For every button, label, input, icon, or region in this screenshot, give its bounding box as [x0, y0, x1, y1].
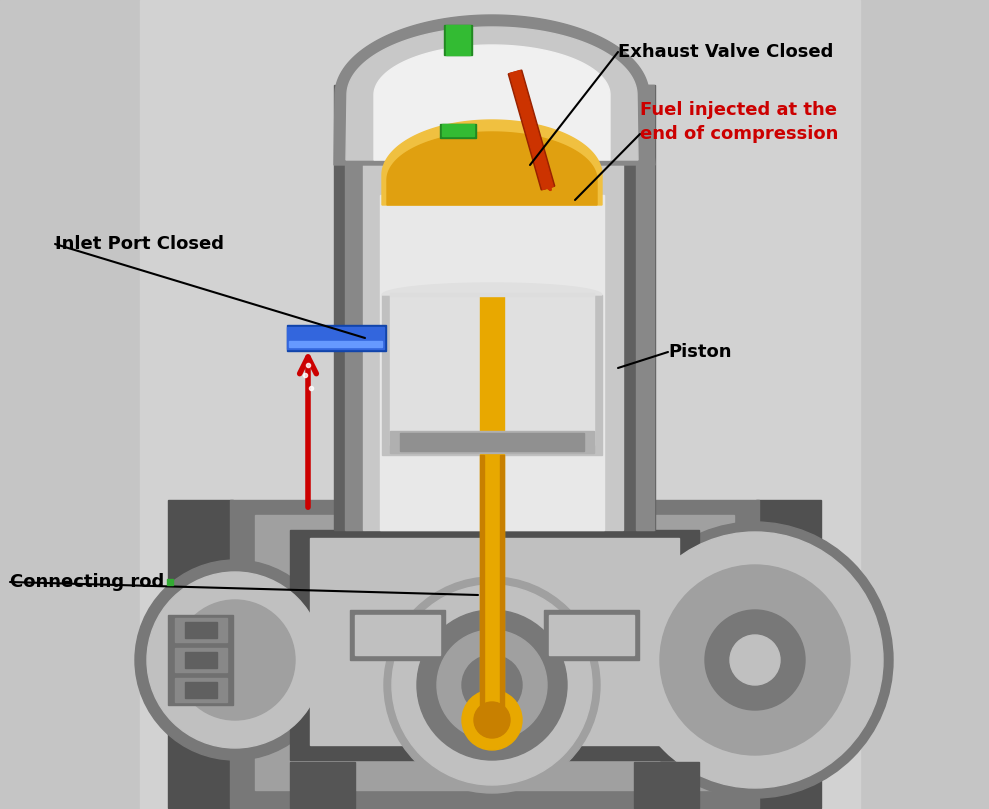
Circle shape — [392, 585, 592, 785]
Circle shape — [384, 577, 600, 793]
Circle shape — [705, 610, 805, 710]
Text: Inlet Port Closed: Inlet Port Closed — [55, 235, 224, 253]
Circle shape — [437, 630, 547, 740]
Bar — [255, 515, 734, 790]
Bar — [380, 195, 604, 530]
Bar — [310, 538, 679, 745]
Bar — [480, 295, 504, 455]
Bar — [756, 500, 821, 808]
Bar — [175, 618, 227, 642]
Bar — [168, 615, 233, 705]
Bar — [290, 530, 699, 760]
Bar — [480, 455, 504, 720]
Circle shape — [617, 522, 893, 798]
Bar — [623, 85, 655, 530]
Bar — [634, 762, 699, 808]
Bar — [500, 455, 504, 720]
Bar — [287, 325, 386, 351]
Bar — [636, 85, 654, 530]
Bar — [345, 85, 363, 530]
Circle shape — [462, 655, 522, 715]
Bar — [442, 124, 474, 136]
Bar — [175, 648, 227, 672]
Circle shape — [627, 532, 883, 788]
Bar — [185, 622, 217, 638]
Text: Fuel injected at the: Fuel injected at the — [640, 101, 837, 119]
Polygon shape — [387, 132, 597, 205]
Circle shape — [462, 690, 522, 750]
Polygon shape — [382, 283, 602, 295]
Bar — [440, 124, 476, 138]
Text: Exhaust Valve Closed: Exhaust Valve Closed — [618, 43, 834, 61]
Bar — [334, 85, 366, 530]
Bar — [444, 25, 472, 55]
Polygon shape — [509, 70, 553, 189]
Bar — [175, 678, 227, 702]
Text: end of compression: end of compression — [640, 125, 839, 143]
Bar — [185, 652, 217, 668]
Text: Connecting rod: Connecting rod — [10, 573, 164, 591]
Polygon shape — [334, 15, 655, 165]
Polygon shape — [374, 45, 610, 160]
Bar — [350, 610, 445, 660]
Bar — [549, 615, 634, 655]
Bar — [446, 25, 470, 55]
Circle shape — [135, 560, 335, 760]
Bar — [287, 327, 384, 349]
Bar — [140, 0, 860, 809]
Polygon shape — [346, 27, 638, 160]
Bar — [230, 500, 759, 808]
Bar — [289, 341, 382, 347]
Bar — [168, 500, 233, 808]
Bar — [355, 615, 440, 655]
Text: Piston: Piston — [668, 343, 732, 361]
Bar — [400, 433, 584, 451]
Bar — [390, 293, 594, 296]
Polygon shape — [508, 70, 555, 190]
Circle shape — [147, 572, 323, 748]
Circle shape — [474, 702, 510, 738]
Bar — [363, 85, 623, 530]
Bar — [390, 291, 594, 445]
Circle shape — [175, 600, 295, 720]
Bar — [290, 762, 355, 808]
Bar — [382, 295, 602, 455]
Polygon shape — [382, 120, 602, 205]
Bar — [480, 455, 484, 720]
Bar — [544, 610, 639, 660]
Bar — [185, 682, 217, 698]
Circle shape — [660, 565, 850, 755]
Circle shape — [417, 610, 567, 760]
Bar — [390, 431, 594, 453]
Circle shape — [730, 635, 780, 685]
